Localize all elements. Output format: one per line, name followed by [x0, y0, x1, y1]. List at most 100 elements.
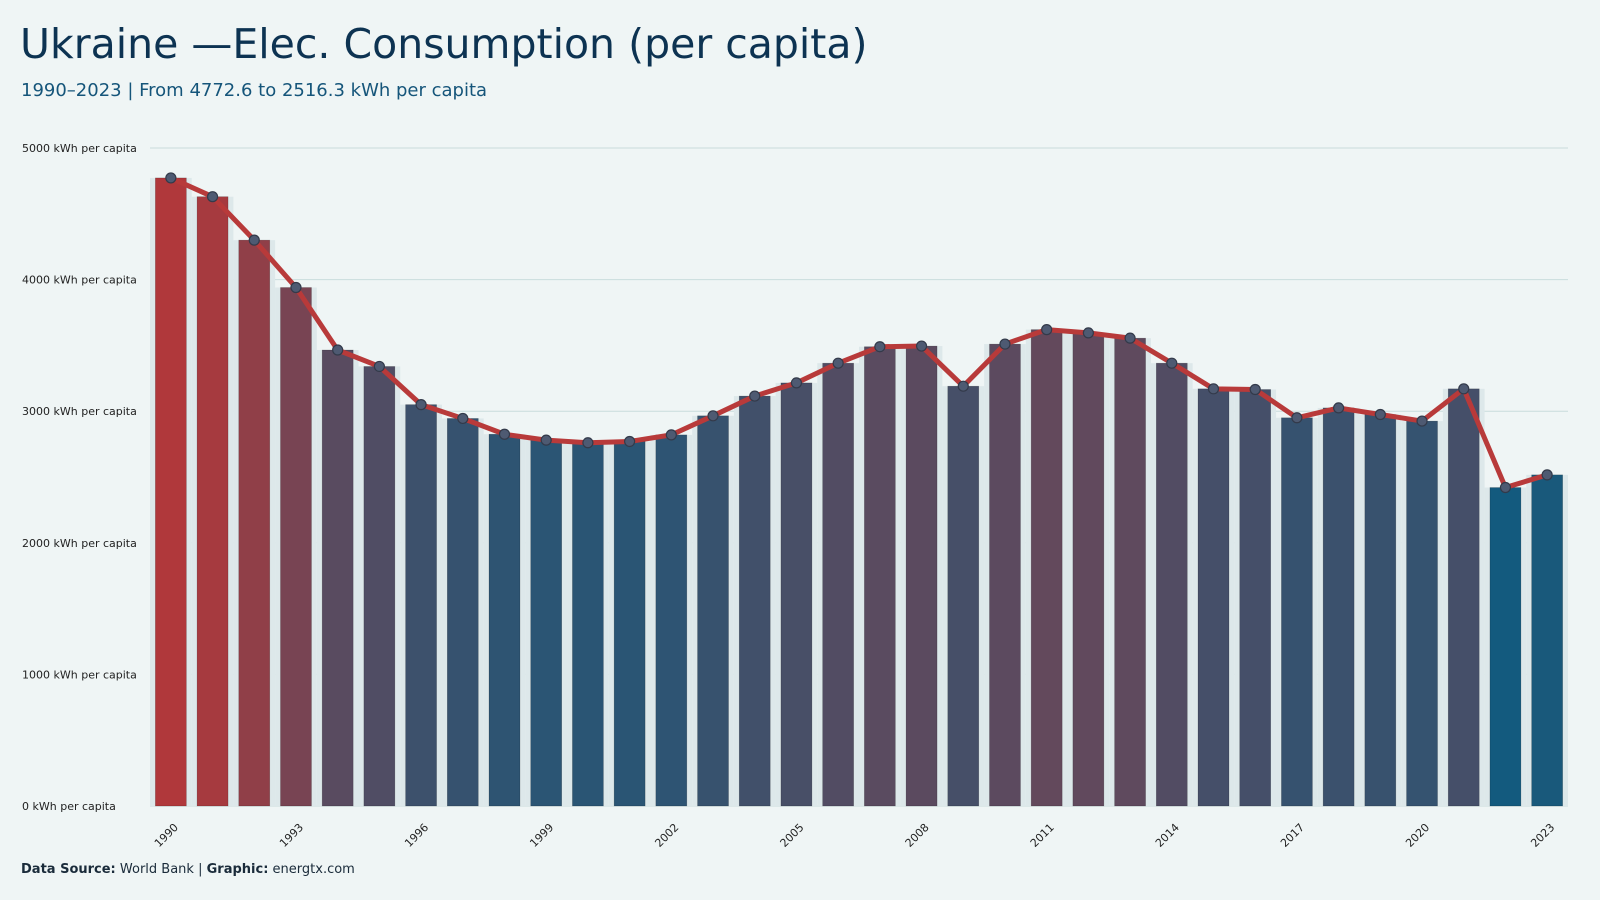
data-point	[1416, 415, 1428, 427]
source-value: World Bank	[119, 862, 194, 877]
data-point	[1541, 469, 1553, 481]
data-point	[665, 429, 677, 441]
trend-line	[168, 175, 1550, 491]
data-point	[832, 357, 844, 369]
chart-title: Ukraine —Elec. Consumption (per capita)	[20, 20, 868, 68]
data-point	[1333, 402, 1345, 414]
x-tick-label: 1999	[527, 821, 556, 850]
graphic-value: energtx.com	[272, 862, 355, 877]
bar	[1406, 420, 1438, 807]
source-label: Data Source:	[21, 862, 116, 877]
x-axis-labels: 1990 1993 1996 1999 2002 2005 2008 2011 2014 2017…	[152, 821, 1557, 850]
bar	[697, 415, 729, 807]
y-axis-labels: 0 kWh per capita 1000 kWh per capita 2000 …	[22, 142, 137, 813]
x-tick-label: 2011	[1028, 821, 1057, 850]
bar	[613, 441, 646, 807]
bar	[864, 346, 896, 807]
data-point	[1249, 383, 1261, 396]
x-tick-label: 2008	[903, 821, 932, 850]
bar	[947, 385, 980, 807]
graphic-label: Graphic:	[206, 862, 269, 877]
x-tick-label: 2002	[652, 821, 681, 850]
bar	[1364, 414, 1397, 807]
data-point	[707, 410, 719, 422]
bar	[488, 433, 521, 807]
data-point	[957, 380, 969, 392]
bar	[1531, 474, 1563, 807]
bar	[655, 434, 688, 807]
data-point	[165, 172, 177, 184]
data-point	[498, 428, 511, 440]
data-point	[1374, 408, 1386, 421]
bar	[1322, 407, 1355, 807]
bar	[1155, 362, 1188, 807]
bar	[1239, 389, 1272, 807]
data-point	[582, 437, 594, 449]
bar	[405, 404, 437, 807]
data-point	[1291, 412, 1303, 424]
bar	[572, 442, 604, 807]
x-tick-label: 2017	[1278, 821, 1307, 850]
x-tick-label: 2020	[1403, 821, 1432, 850]
data-point	[874, 341, 886, 353]
data-point	[1082, 327, 1094, 339]
bar	[1197, 388, 1230, 807]
data-point	[457, 412, 469, 425]
y-tick-label: 4000 kWh per capita	[22, 274, 137, 287]
footer-separator: |	[198, 862, 203, 877]
bar	[1072, 332, 1105, 807]
series-line	[168, 175, 1550, 491]
chart-subtitle: 1990–2023 | From 4772.6 to 2516.3 kWh pe…	[21, 80, 488, 101]
bar	[989, 343, 1021, 807]
data-point	[1041, 324, 1053, 336]
bars	[150, 177, 1568, 807]
data-point	[1166, 357, 1178, 369]
bar	[1281, 417, 1313, 807]
bar	[196, 196, 229, 807]
x-tick-label: 2014	[1153, 821, 1182, 850]
x-tick-label: 1990	[152, 821, 181, 850]
data-point	[373, 360, 385, 373]
bar	[446, 418, 479, 807]
data-point	[1458, 383, 1470, 395]
bar	[1030, 329, 1063, 807]
y-tick-label: 2000 kWh per capita	[22, 537, 137, 550]
data-point	[749, 390, 761, 402]
bar	[363, 366, 396, 807]
x-tick-label: 1996	[402, 821, 431, 850]
y-tick-label: 1000 kWh per capita	[22, 668, 137, 681]
bar	[780, 382, 813, 807]
bar	[321, 349, 354, 807]
markers	[165, 172, 1553, 494]
x-tick-label: 2023	[1528, 821, 1557, 850]
x-tick-label: 2005	[778, 821, 807, 850]
data-point	[1207, 383, 1220, 395]
y-tick-label: 0 kWh per capita	[22, 800, 116, 813]
data-point	[415, 399, 427, 411]
data-point	[290, 281, 302, 294]
data-point	[332, 344, 344, 356]
data-point	[540, 434, 552, 446]
data-point	[248, 234, 260, 246]
x-tick-label: 1993	[277, 821, 306, 850]
bar	[905, 345, 938, 807]
bar	[530, 439, 563, 807]
bar	[1489, 487, 1522, 807]
data-point	[1499, 481, 1512, 494]
bar	[155, 177, 187, 807]
data-point	[999, 338, 1011, 350]
chart-footer: Data Source: World Bank | Graphic: energ…	[21, 862, 355, 877]
data-point	[624, 435, 636, 448]
y-tick-label: 3000 kWh per capita	[22, 405, 137, 418]
bar	[1447, 388, 1480, 807]
data-point	[206, 191, 219, 203]
bar	[280, 287, 312, 807]
bar	[738, 395, 771, 807]
bar	[1114, 337, 1146, 807]
data-point	[915, 340, 928, 352]
bar	[238, 239, 271, 807]
data-point	[790, 377, 803, 389]
data-point	[1124, 332, 1136, 344]
